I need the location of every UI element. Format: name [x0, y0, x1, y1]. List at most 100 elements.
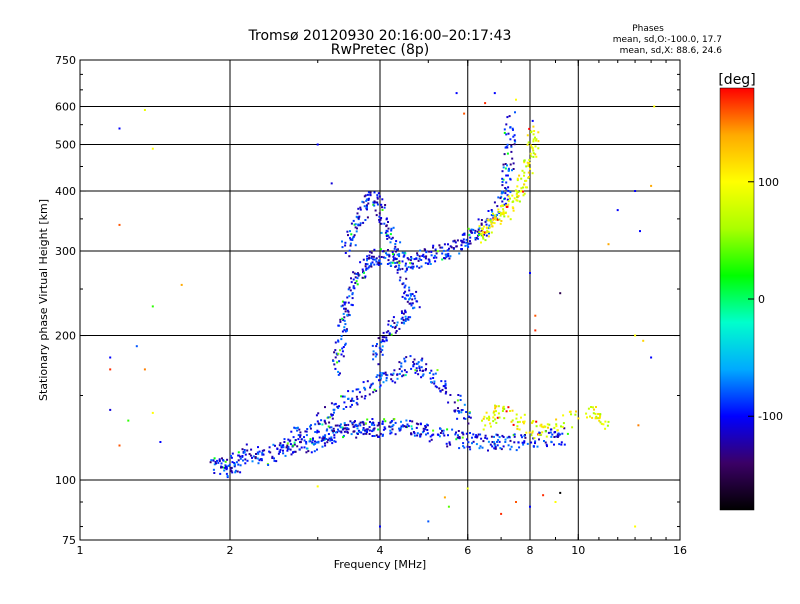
data-point: [473, 231, 476, 234]
data-point: [378, 423, 381, 426]
data-point: [379, 218, 382, 221]
data-point: [421, 370, 424, 372]
data-point: [516, 185, 519, 188]
data-point: [425, 255, 428, 258]
data-point: [482, 417, 485, 420]
data-point: [453, 410, 456, 413]
data-point: [515, 417, 518, 420]
data-point: [521, 436, 523, 439]
data-point: [310, 451, 313, 454]
data-point: [409, 297, 411, 300]
data-point: [454, 433, 457, 436]
data-point: [441, 246, 444, 249]
data-point: [507, 215, 510, 218]
data-point: [369, 250, 371, 253]
data-point: [333, 363, 336, 366]
data-point: [482, 428, 485, 431]
data-point: [383, 206, 386, 209]
data-point: [353, 234, 356, 237]
data-point: [505, 204, 508, 207]
data-point: [343, 301, 346, 304]
data-point: [413, 434, 416, 437]
data-point: [348, 249, 351, 252]
data-point: [467, 227, 470, 230]
data-point: [293, 441, 296, 444]
data-point: [553, 436, 556, 438]
data-point: [368, 393, 371, 396]
data-point: [557, 434, 560, 437]
data-point: [386, 237, 389, 240]
data-point: [323, 420, 326, 423]
data-point: [385, 229, 388, 232]
data-point: [540, 433, 543, 436]
data-point: [213, 457, 216, 460]
data-point: [282, 444, 285, 447]
data-point: [365, 268, 368, 271]
data-point: [263, 449, 266, 452]
data-point: [530, 146, 533, 149]
data-point: [532, 140, 535, 143]
data-point: [406, 300, 409, 303]
data-point: [282, 452, 285, 455]
data-point: [523, 161, 526, 164]
data-point: [376, 197, 379, 200]
data-point: [244, 458, 247, 461]
data-point: [506, 198, 509, 201]
data-point: [421, 374, 424, 377]
data-point: [485, 411, 488, 414]
data-point: [404, 297, 407, 300]
data-point: [285, 446, 288, 449]
data-point: [416, 252, 419, 255]
data-point: [504, 163, 507, 165]
data-point: [351, 397, 354, 400]
data-point: [483, 415, 486, 418]
data-point: [489, 220, 492, 223]
data-point: [293, 450, 296, 453]
data-point: [403, 292, 406, 295]
data-point: [404, 252, 407, 255]
data-point: [399, 427, 402, 430]
data-point: [334, 367, 337, 370]
data-point: [401, 424, 404, 427]
data-point: [515, 413, 518, 416]
data-point: [496, 205, 499, 208]
data-point: [469, 448, 472, 451]
data-point: [378, 212, 381, 215]
data-point: [493, 447, 496, 450]
data-point: [456, 436, 459, 439]
data-point: [456, 239, 459, 242]
data-point: [346, 309, 349, 312]
data-point: [498, 218, 501, 221]
data-point: [109, 356, 112, 359]
data-point: [380, 231, 383, 234]
y-tick-label: 75: [62, 534, 76, 547]
data-point: [381, 349, 384, 352]
data-point: [517, 194, 520, 197]
data-point: [506, 164, 508, 167]
data-point: [385, 217, 388, 220]
data-point: [506, 152, 509, 155]
data-point: [355, 215, 358, 218]
data-point: [549, 431, 552, 434]
data-point: [376, 263, 379, 266]
data-point: [525, 186, 528, 189]
data-point: [504, 167, 507, 170]
data-point: [532, 125, 535, 128]
data-point: [503, 215, 506, 218]
data-point: [488, 415, 490, 418]
data-point: [616, 209, 619, 212]
data-point: [528, 431, 531, 434]
data-point: [542, 494, 545, 497]
data-point: [596, 417, 599, 420]
data-point: [408, 302, 411, 305]
data-point: [502, 191, 505, 194]
data-point: [410, 425, 413, 428]
data-point: [283, 438, 286, 441]
data-point: [510, 144, 513, 147]
data-point: [376, 194, 379, 197]
data-point: [529, 144, 532, 147]
data-point: [362, 381, 365, 384]
data-point: [467, 441, 470, 444]
data-point: [381, 338, 384, 341]
